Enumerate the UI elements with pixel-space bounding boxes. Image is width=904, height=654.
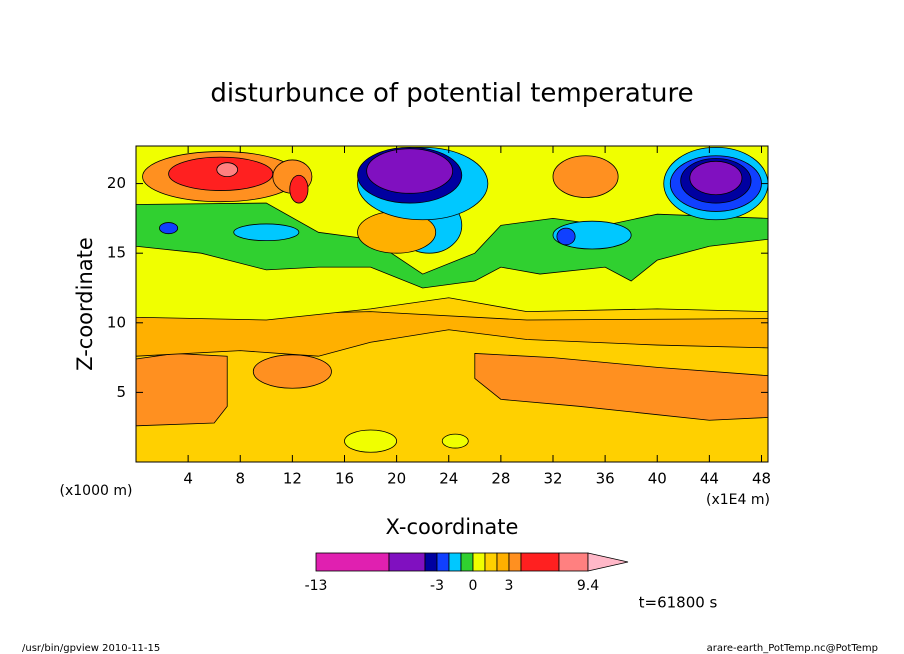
colorbar-box: [315, 552, 390, 572]
y-tick-label: 20: [107, 174, 126, 192]
colorbar-box: [496, 552, 510, 572]
colorbar-tick-label: -3: [430, 578, 444, 594]
contour-region: [552, 155, 619, 198]
x-tick-label: 36: [596, 470, 615, 488]
contour-region: [556, 227, 576, 246]
colorbar-box: [448, 552, 462, 572]
colorbar-tick-label: 3: [505, 578, 514, 594]
contour-region: [474, 352, 768, 421]
x-tick-label: 28: [491, 470, 510, 488]
colorbar-box: [520, 552, 560, 572]
x-tick-label: 32: [543, 470, 562, 488]
footer-left: /usr/bin/gpview 2010-11-15: [22, 643, 160, 654]
colorbar-tick-label: 0: [469, 578, 478, 594]
time-label: t=61800 s: [639, 594, 718, 612]
x-unit-label-right: (x1E4 m): [706, 492, 770, 508]
x-tick-label: 4: [183, 470, 193, 488]
x-tick-label: 20: [387, 470, 406, 488]
colorbar-box: [558, 552, 589, 572]
colorbar-box: [388, 552, 426, 572]
x-tick-label: 40: [648, 470, 667, 488]
contour-region: [344, 429, 398, 453]
x-unit-label: (x1000 m): [60, 483, 133, 499]
contour-region: [216, 162, 239, 178]
chart-title: disturbunce of potential temperature: [210, 79, 693, 109]
y-tick-label: 10: [107, 313, 126, 331]
x-tick-label: 16: [335, 470, 354, 488]
x-axis-title: X-coordinate: [386, 515, 519, 539]
x-tick-label: 24: [439, 470, 458, 488]
y-tick-label: 5: [116, 383, 126, 401]
colorbar-box: [460, 552, 474, 572]
contour-region: [689, 160, 743, 196]
colorbar-box: [508, 552, 522, 572]
colorbar-tick-label: -13: [305, 578, 328, 594]
plot-frame: [135, 145, 769, 463]
y-axis-title: Z-coordinate: [73, 237, 97, 371]
contour-region: [159, 222, 179, 235]
colorbar-box: [424, 552, 438, 572]
footer-right: arare-earth_PotTemp.nc@PotTemp: [707, 643, 878, 654]
x-tick-label: 44: [700, 470, 719, 488]
colorbar-box: [472, 552, 486, 572]
contour-region: [366, 148, 454, 194]
contour-region: [252, 354, 332, 389]
contour-region: [289, 174, 309, 204]
x-tick-label: 48: [752, 470, 771, 488]
contour-region: [233, 223, 300, 242]
x-tick-label: 12: [283, 470, 302, 488]
contour-region: [136, 353, 228, 427]
colorbar-tick-label: 9.4: [577, 578, 599, 594]
x-tick-label: 8: [235, 470, 245, 488]
colorbar-extension: [587, 552, 629, 572]
contour-region: [136, 311, 768, 357]
contour-region: [441, 433, 469, 449]
y-tick-label: 15: [107, 244, 126, 262]
colorbar-box: [436, 552, 450, 572]
colorbar-box: [484, 552, 498, 572]
contour-field: [136, 146, 768, 462]
